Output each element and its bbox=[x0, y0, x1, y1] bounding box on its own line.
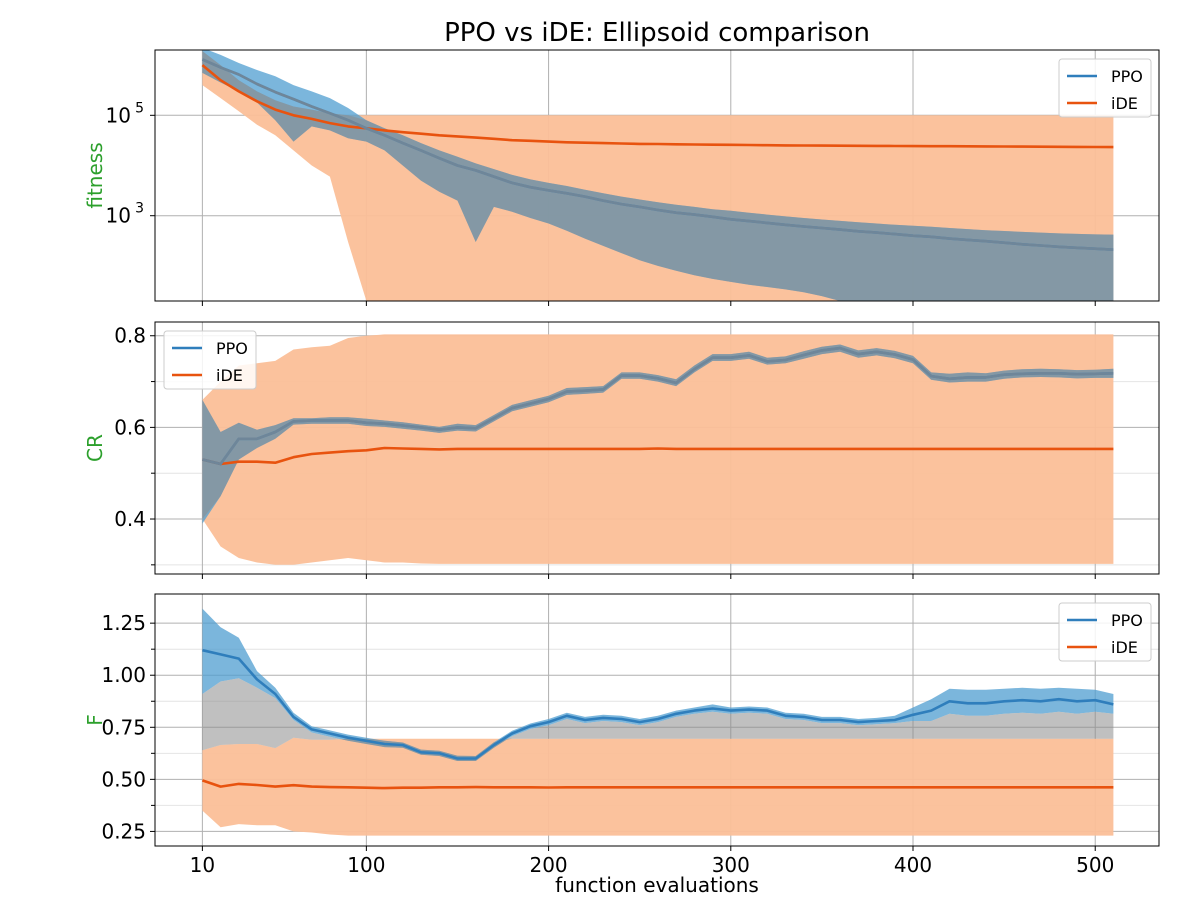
band-ppo-f bbox=[202, 608, 1114, 761]
panel-cr: 0.4 0.6 0.8 CR PPO iDE bbox=[83, 321, 1160, 579]
legend-label-ide: iDE bbox=[1111, 638, 1138, 657]
line-ide-cr bbox=[202, 446, 1114, 466]
panel-frame-f bbox=[154, 593, 1160, 847]
y-tick-label: 0.8 bbox=[114, 324, 146, 348]
x-tick-label: 300 bbox=[712, 853, 750, 877]
y-axis-label-fitness: fitness bbox=[83, 142, 107, 208]
legend-label-ppo: PPO bbox=[1111, 611, 1143, 630]
y-tick-label: 0.75 bbox=[101, 715, 146, 739]
line-ppo-overlap-fitness bbox=[201, 58, 1114, 251]
y-tick-label: 1.25 bbox=[101, 611, 146, 635]
panel-f: 10 100 200 300 400 500 0.25 0.50 0.75 1.00 1.25 F PP… bbox=[83, 593, 1160, 877]
line-ide-f bbox=[201, 779, 1114, 790]
plot-area-cr bbox=[202, 334, 1114, 565]
x-tick-label: 200 bbox=[529, 853, 567, 877]
x-axis-label: function evaluations bbox=[555, 873, 759, 897]
y-tick-label: 10 bbox=[106, 103, 131, 127]
x-tick-label: 100 bbox=[347, 853, 385, 877]
line-ppo-f bbox=[202, 648, 1114, 760]
y-tick-label: 10 bbox=[106, 204, 131, 228]
panel-frame-cr bbox=[154, 321, 1160, 575]
y-tick-exponent: 3 bbox=[135, 201, 144, 217]
legend-label-ide: iDE bbox=[1111, 94, 1138, 113]
panel-frame-fitness bbox=[154, 49, 1160, 302]
y-tick-exponent: 5 bbox=[135, 100, 144, 116]
y-axis-label-f: F bbox=[83, 714, 107, 726]
x-tick-label: 10 bbox=[190, 853, 215, 877]
y-tick-label: 1.00 bbox=[101, 663, 146, 687]
line-ide-fitness bbox=[201, 64, 1114, 149]
y-tick-label: 0.4 bbox=[114, 507, 146, 531]
figure-title: PPO vs iDE: Ellipsoid comparison bbox=[444, 18, 870, 48]
y-axis-label-cr: CR bbox=[83, 434, 107, 462]
y-tick-label: 0.25 bbox=[101, 819, 146, 843]
legend-f: PPO iDE bbox=[1058, 602, 1152, 662]
band-overlap-fitness bbox=[202, 51, 1114, 301]
line-ppo-overlap-cr bbox=[202, 346, 1114, 466]
y-tick-label: 0.6 bbox=[114, 415, 146, 439]
plot-area-fitness bbox=[201, 50, 1114, 301]
legend-label-ppo: PPO bbox=[1111, 67, 1143, 86]
y-tick-label: 0.50 bbox=[101, 767, 146, 791]
legend-label-ide: iDE bbox=[216, 366, 243, 385]
plot-area-f bbox=[201, 608, 1114, 836]
legend-fitness: PPO iDE bbox=[1058, 58, 1152, 118]
x-tick-label: 400 bbox=[894, 853, 932, 877]
legend-cr: PPO iDE bbox=[163, 330, 257, 390]
x-tick-label: 500 bbox=[1076, 853, 1114, 877]
legend-label-ppo: PPO bbox=[216, 339, 248, 358]
